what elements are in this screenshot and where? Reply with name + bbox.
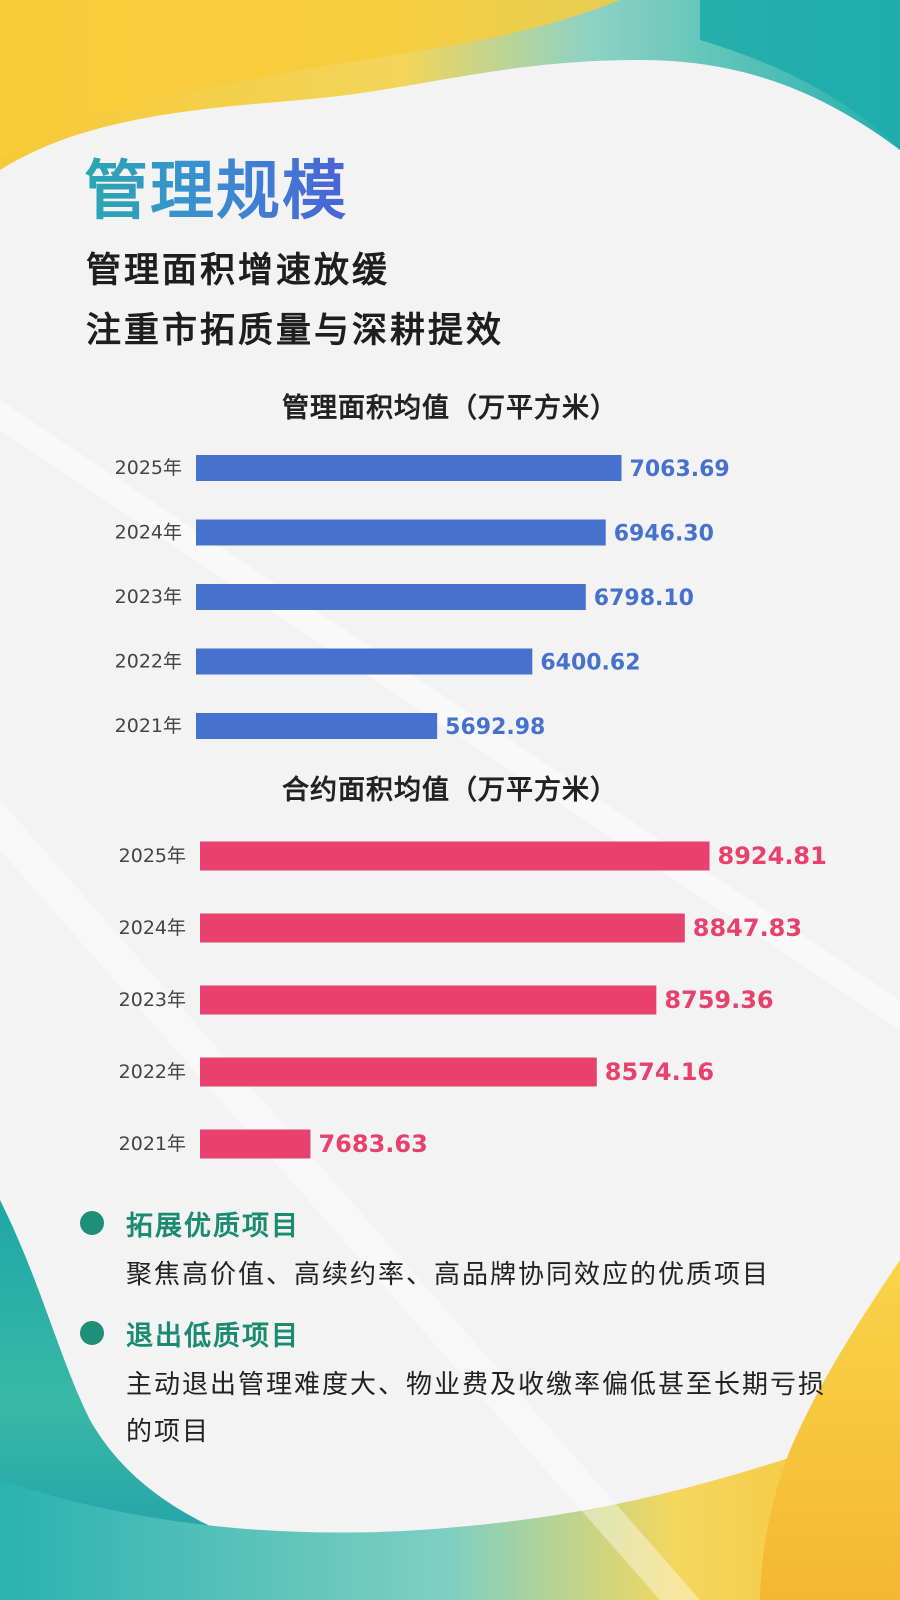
value-label: 8759.36 <box>664 986 773 1014</box>
bullet-title-expand: 拓展优质项目 <box>126 1211 300 1242</box>
category-label: 2022年 <box>115 651 182 673</box>
category-label: 2021年 <box>115 715 182 737</box>
category-label: 2022年 <box>119 1061 186 1083</box>
bar <box>200 913 685 943</box>
value-label: 8924.81 <box>718 842 827 870</box>
category-label: 2024年 <box>115 522 182 544</box>
bar <box>196 648 533 675</box>
category-label: 2025年 <box>115 457 182 479</box>
category-label: 2023年 <box>119 989 186 1011</box>
page-title: 管理规模 <box>84 140 348 232</box>
subtitle-line-1: 管理面积增速放缓 <box>86 251 391 291</box>
category-label: 2023年 <box>115 586 182 608</box>
manage-area-bar-chart: 2025年 7063.69 2024年 6946.30 2023年 6798.10 2022… <box>115 455 730 740</box>
chart-title-contract-area: 合约面积均值（万平方米） <box>282 775 618 806</box>
contract-area-bar-chart: 2025年 8924.81 2024年 8847.83 2023年 8759.36 2022… <box>119 841 827 1159</box>
category-label: 2025年 <box>119 845 186 867</box>
bar <box>200 985 657 1015</box>
bullet-title-exit: 退出低质项目 <box>126 1321 300 1352</box>
value-label: 7683.63 <box>318 1130 427 1158</box>
chart-title-manage-area: 管理面积均值（万平方米） <box>282 393 618 424</box>
circle-bullet-icon <box>80 1211 104 1235</box>
bar <box>196 584 586 610</box>
bullet-text-exit: 主动退出管理难度大、物业费及收缴率偏低甚至长期亏损的项目 <box>126 1370 827 1447</box>
value-label: 8574.16 <box>605 1058 714 1086</box>
bar <box>196 519 606 546</box>
value-label: 6400.62 <box>540 651 640 676</box>
bar <box>200 1057 597 1087</box>
bar <box>196 455 622 481</box>
category-label: 2024年 <box>119 917 186 939</box>
value-label: 5692.98 <box>445 715 545 740</box>
subtitle-line-2: 注重市拓质量与深耕提效 <box>86 311 505 351</box>
value-label: 6946.30 <box>614 522 714 547</box>
bar <box>196 713 438 739</box>
bar <box>200 841 710 871</box>
bar <box>200 1129 311 1159</box>
bullet-text-expand: 聚焦高价值、高续约率、高品牌协同效应的优质项目 <box>126 1260 771 1290</box>
value-label: 6798.10 <box>594 586 694 611</box>
value-label: 8847.83 <box>693 914 802 942</box>
category-label: 2021年 <box>119 1133 186 1155</box>
circle-bullet-icon <box>80 1321 104 1345</box>
value-label: 7063.69 <box>630 457 730 482</box>
